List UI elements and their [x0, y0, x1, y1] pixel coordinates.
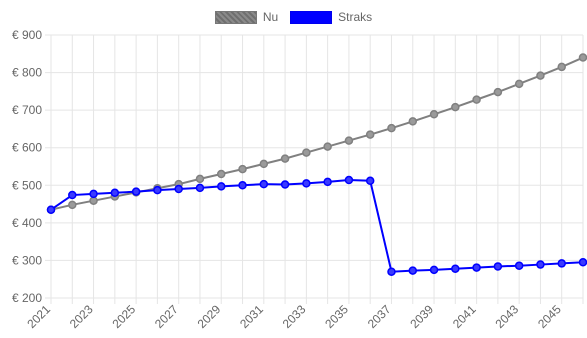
data-point-straks: [472, 263, 481, 272]
data-point-nu: [514, 79, 524, 89]
legend: Nu Straks: [0, 8, 587, 26]
x-tick-label: 2043: [492, 302, 521, 331]
data-point-straks: [131, 187, 141, 196]
y-tick-label: € 400: [12, 216, 42, 230]
x-tick-label: 2021: [24, 302, 53, 331]
data-point-nu: [429, 110, 439, 119]
y-tick-label: € 900: [12, 28, 42, 42]
data-point-straks: [365, 176, 375, 186]
legend-label-nu: Nu: [262, 10, 279, 24]
x-tick-label: 2039: [407, 302, 436, 331]
data-point-nu: [365, 130, 375, 139]
data-point-straks: [578, 258, 587, 267]
data-point-straks: [68, 190, 77, 200]
x-tick-label: 2033: [280, 302, 309, 331]
data-point-nu: [89, 196, 98, 205]
data-point-nu: [536, 71, 545, 80]
data-point-nu: [408, 117, 418, 126]
data-point-straks: [451, 264, 460, 273]
data-point-straks: [302, 179, 311, 188]
data-point-straks: [323, 177, 332, 187]
x-tick-label: 2035: [322, 302, 351, 331]
data-point-straks: [195, 183, 205, 193]
data-point-nu: [238, 164, 247, 174]
data-point-straks: [238, 181, 247, 190]
legend-swatch-straks: [290, 10, 333, 24]
data-point-nu: [68, 200, 77, 210]
data-point-nu: [302, 148, 311, 157]
data-point-straks: [280, 180, 290, 189]
legend-label-straks: Straks: [338, 10, 373, 24]
x-tick-label: 2037: [365, 302, 394, 331]
data-point-nu: [323, 142, 332, 151]
legend-swatch-nu: [214, 10, 257, 24]
y-tick-label: € 600: [12, 141, 42, 155]
series-line-nu: [50, 56, 584, 211]
data-point-nu: [259, 159, 269, 169]
x-tick-label: 2031: [237, 302, 266, 331]
x-tick-label: 2023: [67, 302, 96, 331]
data-point-straks: [429, 265, 439, 275]
data-point-straks: [514, 261, 524, 270]
data-point-straks: [110, 188, 120, 198]
y-tick-label: € 700: [12, 103, 42, 117]
x-tick-label: 2041: [450, 302, 479, 331]
data-point-straks: [153, 185, 162, 195]
data-point-nu: [578, 53, 587, 62]
data-point-straks: [46, 205, 56, 214]
data-point-nu: [472, 95, 481, 104]
data-point-straks: [387, 267, 396, 276]
y-tick-label: € 200: [12, 291, 42, 305]
data-point-straks: [216, 182, 226, 191]
x-tick-label: 2025: [109, 302, 138, 331]
data-point-nu: [195, 174, 205, 184]
x-tick-label: 2029: [195, 302, 224, 331]
data-point-straks: [493, 262, 503, 271]
legend-item-straks[interactable]: Straks: [290, 10, 372, 24]
legend-item-nu[interactable]: Nu: [214, 10, 279, 24]
data-point-straks: [174, 184, 183, 194]
data-point-nu: [557, 62, 566, 72]
data-point-nu: [280, 154, 290, 163]
y-tick-label: € 800: [12, 66, 42, 80]
data-point-straks: [344, 175, 354, 185]
y-tick-label: € 500: [12, 178, 42, 192]
x-tick-label: 2045: [535, 302, 564, 331]
data-point-straks: [89, 189, 98, 199]
data-point-nu: [344, 136, 354, 145]
data-point-nu: [451, 102, 460, 112]
data-point-nu: [387, 123, 396, 133]
data-point-straks: [557, 259, 566, 268]
data-point-straks: [408, 266, 418, 275]
y-tick-label: € 300: [12, 253, 42, 267]
data-point-straks: [259, 179, 269, 189]
data-point-nu: [216, 169, 226, 179]
data-point-straks: [536, 260, 545, 269]
data-point-nu: [493, 87, 503, 97]
x-tick-label: 2027: [152, 302, 181, 331]
